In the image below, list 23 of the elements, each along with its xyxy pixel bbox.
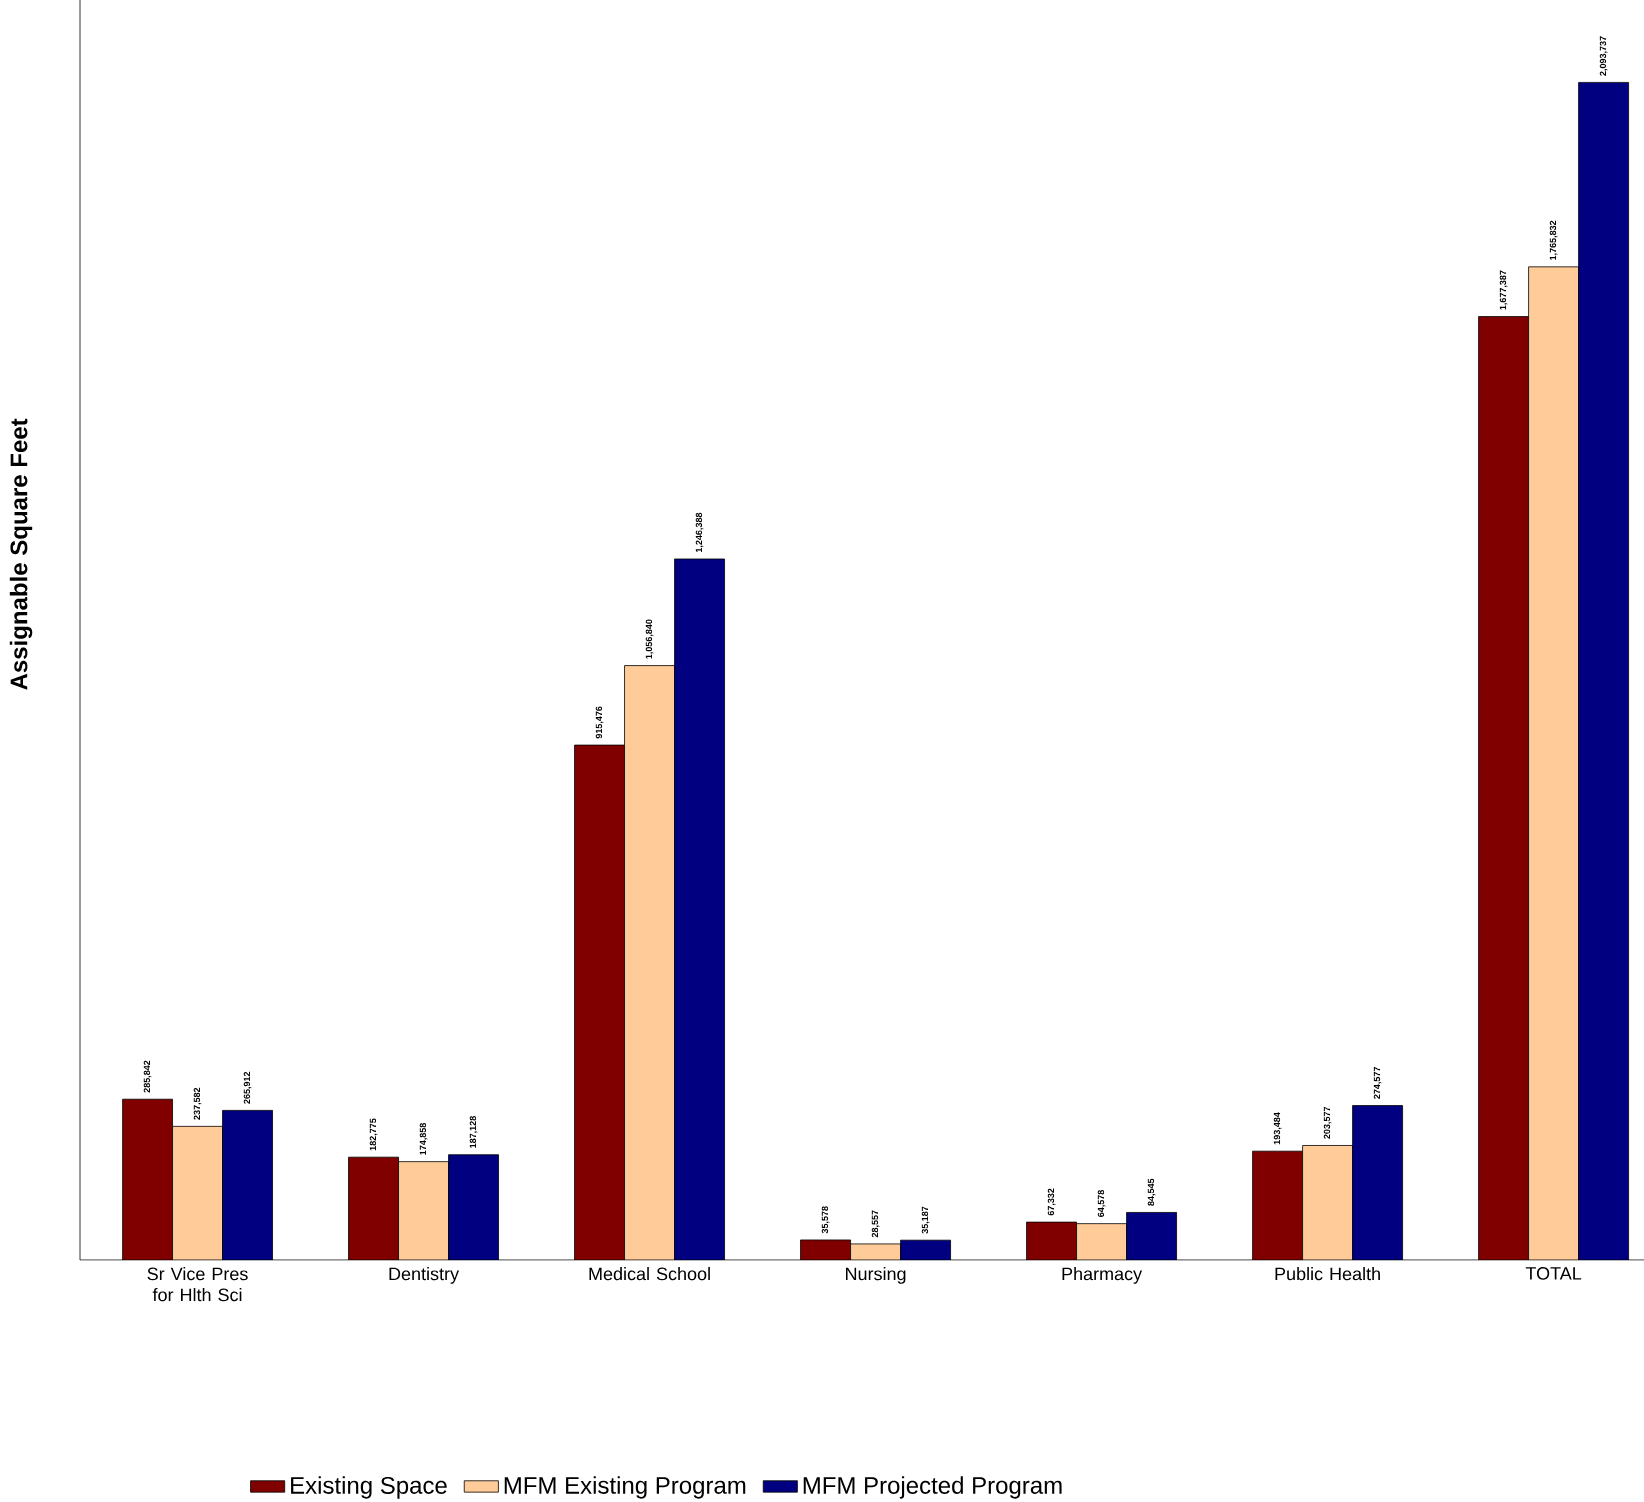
- x-tick-label: TOTAL: [1525, 1267, 1582, 1280]
- bar: [122, 1099, 173, 1260]
- x-tick-label: Pharmacy: [1062, 1267, 1143, 1284]
- bar: [1252, 1151, 1303, 1260]
- x-tick-label: Public Health: [1275, 1267, 1380, 1281]
- bar: [1126, 1212, 1177, 1260]
- x-tick-label: Medical School: [589, 1267, 710, 1281]
- bar: [1026, 1222, 1077, 1260]
- bar: [1352, 1105, 1403, 1260]
- bar: [348, 1157, 399, 1260]
- bar: [1578, 82, 1629, 1260]
- bar: [222, 1110, 273, 1260]
- x-tick-label: Sr Vice Pres for Hlth Sci: [147, 1267, 248, 1302]
- bar: [448, 1154, 499, 1260]
- bar: [574, 745, 625, 1260]
- x-tick-label: Nursing: [846, 1267, 906, 1284]
- bar: [674, 558, 725, 1260]
- legend-label: MFM Existing Program: [504, 1476, 746, 1499]
- bar: [1478, 316, 1529, 1260]
- legend-label: MFM Projected Program: [803, 1476, 1062, 1499]
- legend-label: Existing Space: [291, 1476, 447, 1499]
- x-tick-label: Dentistry: [389, 1267, 460, 1284]
- y-axis-title: Assignable Square Feet: [9, 418, 33, 690]
